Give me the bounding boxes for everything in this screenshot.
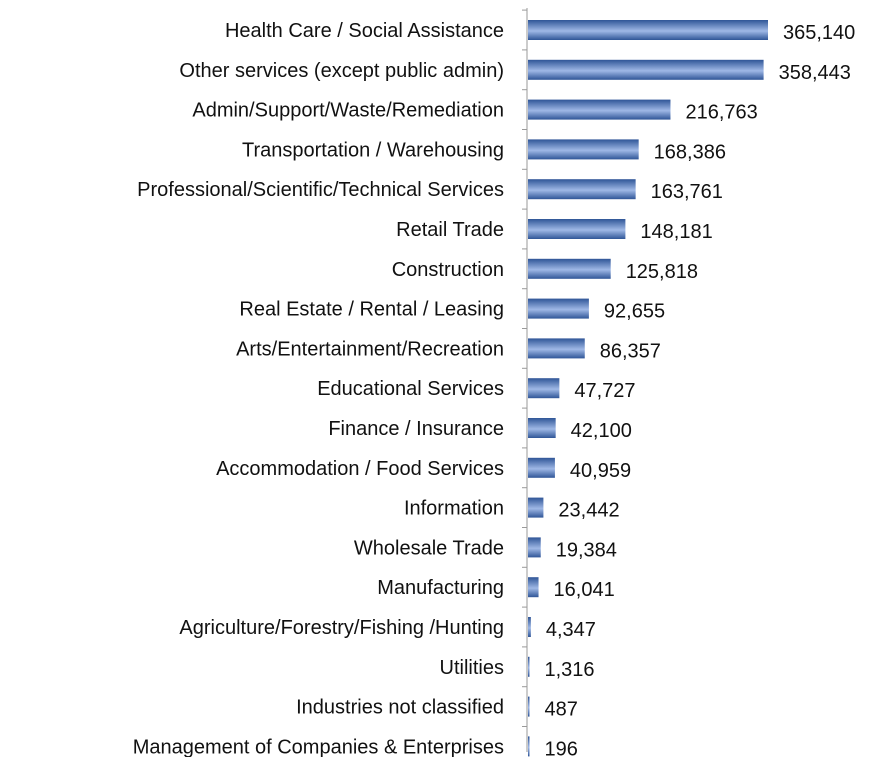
category-label: Construction [392,259,504,281]
bar [528,736,530,757]
value-label: 47,727 [574,380,635,402]
category-label: Professional/Scientific/Technical Servic… [137,179,504,201]
category-label: Information [404,498,504,520]
category-label: Real Estate / Rental / Leasing [239,299,504,321]
category-label: Management of Companies & Enterprises [133,736,504,757]
value-label: 365,140 [783,22,855,44]
category-label: Health Care / Social Assistance [225,20,504,42]
value-label: 19,384 [556,539,617,561]
value-label: 40,959 [570,460,631,482]
value-label: 163,761 [651,181,723,203]
bar [528,298,589,319]
category-label: Agriculture/Forestry/Fishing /Hunting [179,617,504,639]
value-label: 1,316 [545,659,595,681]
category-label: Wholesale Trade [354,537,504,559]
category-label: Industries not classified [296,697,504,719]
category-label: Manufacturing [377,577,504,599]
value-label: 216,763 [685,102,757,124]
bar [528,696,530,717]
value-label: 16,041 [554,579,615,601]
value-label: 168,386 [654,141,726,163]
value-label: 487 [545,699,578,721]
category-label: Finance / Insurance [328,418,504,440]
category-label: Arts/Entertainment/Recreation [236,338,504,360]
bar [528,338,585,359]
value-label: 42,100 [571,420,632,442]
category-label: Educational Services [317,378,504,400]
bar [528,219,626,239]
value-label: 4,347 [546,619,596,641]
value-label: 92,655 [604,301,665,323]
category-label: Utilities [440,657,504,679]
value-label: 125,818 [626,261,698,283]
category-label: Accommodation / Food Services [216,458,504,480]
bar [528,179,636,200]
bar [528,418,556,438]
bar [528,378,560,399]
value-label: 358,443 [779,62,851,84]
value-label: 86,357 [600,340,661,362]
category-label: Transportation / Warehousing [242,139,504,161]
bar [528,537,541,558]
category-label: Admin/Support/Waste/Remediation [192,100,504,122]
bar [528,577,539,598]
value-label: 196 [545,738,578,757]
bar [528,258,611,279]
bar [528,457,555,478]
bar [528,656,530,677]
bar [528,99,671,120]
bar [528,139,639,160]
bar [528,20,768,40]
bar [528,617,531,637]
bar [528,497,544,518]
value-label: 23,442 [558,500,619,522]
category-label: Retail Trade [396,219,504,241]
category-label: Other services (except public admin) [179,60,504,82]
value-label: 148,181 [640,221,712,243]
bar [528,59,764,80]
